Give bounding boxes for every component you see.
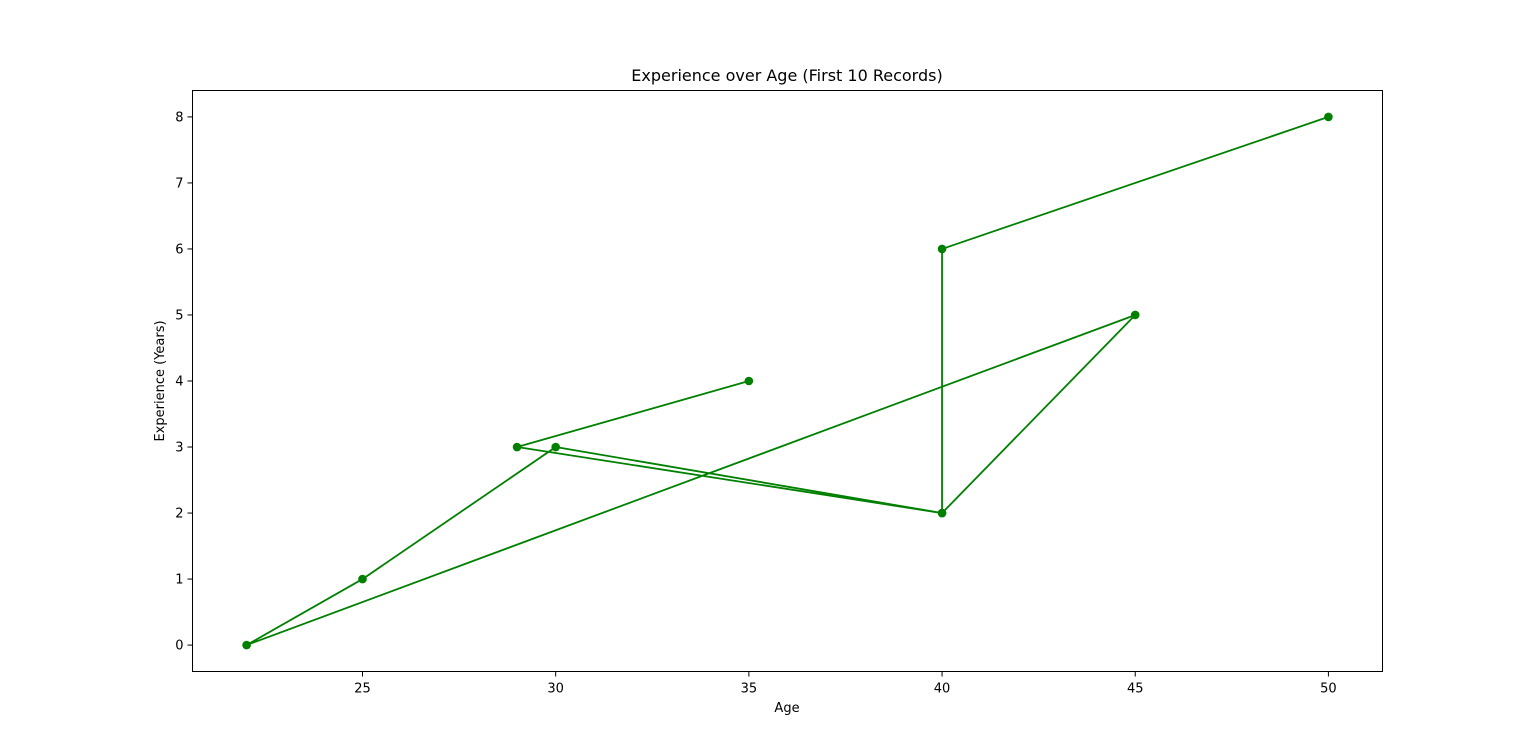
plot-frame (192, 90, 1383, 672)
x-tick-label: 30 (547, 682, 564, 697)
y-tick-label: 7 (175, 176, 183, 191)
data-point (1130, 310, 1140, 320)
x-tick-label: 35 (741, 682, 758, 697)
data-point (937, 508, 947, 518)
data-point (358, 574, 367, 584)
data-point (1324, 112, 1333, 122)
y-tick-label: 1 (175, 573, 183, 588)
y-tick-label: 8 (175, 110, 183, 125)
data-point (937, 244, 947, 254)
x-tick-label: 40 (934, 682, 951, 697)
y-axis-label: Experience (Years) (153, 320, 168, 441)
data-point (512, 442, 522, 452)
chart-title: Experience over Age (First 10 Records) (631, 66, 942, 85)
y-tick-label: 3 (175, 441, 183, 456)
x-tick-label: 45 (1127, 682, 1144, 697)
x-axis-label: Age (774, 701, 799, 716)
data-point (744, 376, 754, 386)
series-line (245, 116, 1329, 646)
y-tick-label: 6 (175, 242, 183, 257)
x-tick-label: 25 (354, 682, 371, 697)
y-tick-label: 0 (175, 639, 183, 654)
series-layer (242, 112, 1333, 650)
data-point (551, 442, 560, 452)
y-tick-label: 4 (175, 375, 183, 390)
y-tick-label: 2 (175, 507, 183, 522)
x-tick-label: 50 (1320, 682, 1337, 697)
y-tick-label: 5 (175, 308, 183, 323)
data-point (242, 640, 251, 650)
